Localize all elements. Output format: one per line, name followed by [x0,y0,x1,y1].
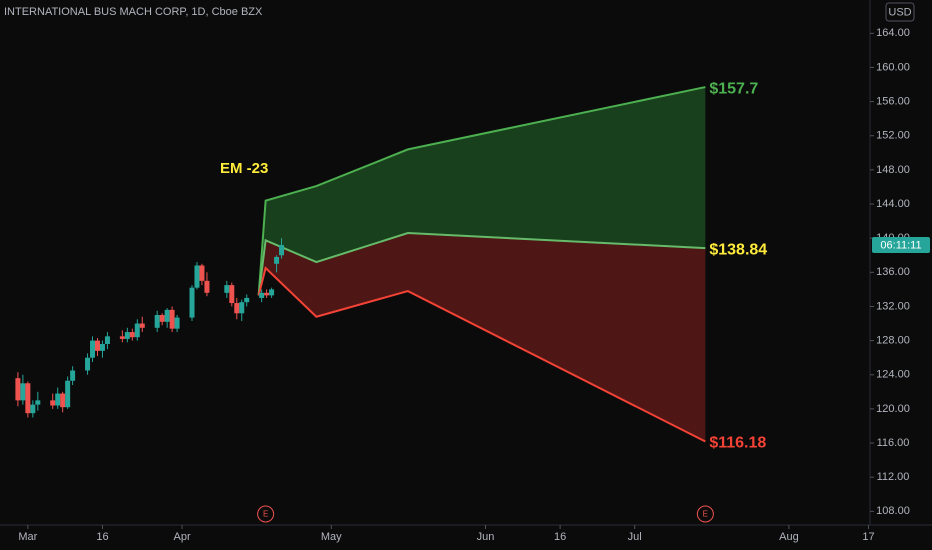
x-tick-label: Mar [18,531,37,543]
candle-body [90,340,96,358]
candle-body [264,292,270,296]
candle-body [234,303,240,314]
x-tick-label: Jul [628,531,642,543]
candle-body [35,400,41,405]
candle-body [224,285,230,293]
x-tick-label: 17 [862,531,874,543]
countdown: 06:11:11 [880,239,921,251]
y-tick-label: 160.00 [876,61,910,73]
candle-body [244,297,250,303]
candle-body [30,404,36,414]
candle-body [124,332,130,339]
earnings-label: E [263,510,268,519]
candle-body [65,380,71,408]
y-tick-label: 148.00 [876,164,910,176]
x-tick-label: May [321,531,342,543]
band-line [257,266,706,443]
candle-body [154,315,160,328]
currency-box[interactable] [885,2,915,22]
candle-body [164,309,170,322]
annotation: EM -23 [220,160,268,177]
candle-body [104,336,110,345]
y-tick-label: 164.00 [876,27,910,39]
x-tick-label: Aug [779,531,799,543]
candle-body [199,265,205,281]
candle-body [274,256,280,264]
y-tick-label: 120.00 [876,403,910,415]
x-tick-label: 16 [96,531,108,543]
candle-body [119,336,125,339]
y-tick-label: 156.00 [876,95,910,107]
currency[interactable]: USD [888,6,911,18]
candle-body [229,285,235,304]
earnings-marker [257,505,275,523]
y-tick-label: 152.00 [876,130,910,142]
y-tick-label: 128.00 [876,335,910,347]
candle-body [159,315,165,322]
candle-body [269,289,275,296]
candle-body [70,370,76,381]
band-fill [258,233,706,442]
band-label: $116.18 [709,435,766,452]
candle-body [174,317,180,329]
x-tick-label: Apr [173,531,190,543]
candle-body [94,340,100,351]
y-tick-label: 108.00 [876,505,910,517]
candle-body [50,400,56,406]
candle-body [15,378,21,401]
earnings-label: E [703,510,708,519]
countdown-box [872,237,930,253]
earnings-marker [696,505,714,523]
y-tick-label: 136.00 [876,266,910,278]
band-label: $157.7 [709,80,758,97]
candle-body [189,287,195,318]
band-fill [258,87,706,296]
candle-body [279,245,285,256]
y-tick-label: 124.00 [876,369,910,381]
candle-body [259,292,265,298]
band-line [257,86,706,296]
candle-body [139,323,145,328]
candle-body [85,357,91,371]
x-tick-label: 16 [554,531,566,543]
candle-body [55,393,61,406]
candle-body [60,393,66,408]
candle-body [99,344,105,351]
y-tick-label: 132.00 [876,300,910,312]
candle-body [20,383,26,401]
candle-body [194,265,200,288]
candle-body [25,383,31,414]
x-tick-label: Jun [477,531,495,543]
y-tick-label: 112.00 [877,471,910,483]
band-line [257,232,706,296]
chart-title: INTERNATIONAL BUS MACH CORP, 1D, Cboe BZ… [4,6,263,18]
y-tick-label: 144.00 [876,198,910,210]
candle-body [134,323,140,338]
candle-body [169,309,175,329]
candle-body [129,332,135,338]
candle-body [204,280,210,293]
band-label: $138.84 [709,241,767,258]
y-tick-label: 116.00 [877,437,910,449]
candle-body [239,302,245,314]
